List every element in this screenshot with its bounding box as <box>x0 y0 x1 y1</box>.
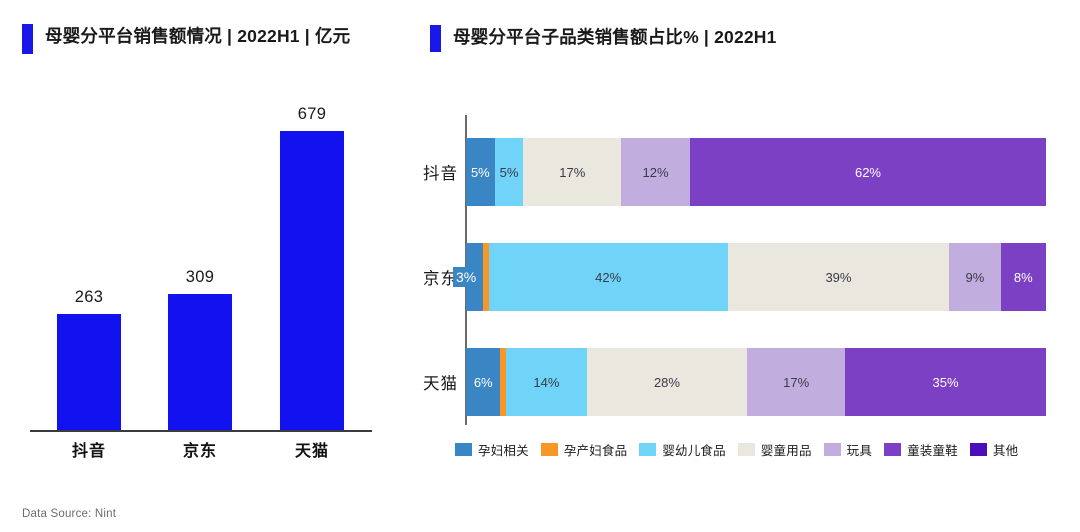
legend-swatch-icon <box>884 443 902 456</box>
segment-value-label: 9% <box>965 269 985 285</box>
category-share-stacked-chart: 抖音 5% 5% 17% 12% 62% 京东 3% 42% 39% 9% 8% 天猫 6% 14% 28% 1… <box>400 110 1080 440</box>
stacked-segment[interactable]: 35% <box>845 348 1046 416</box>
stacked-segment[interactable]: 28% <box>586 348 748 416</box>
legend-swatch-icon <box>969 443 987 456</box>
bar-column: 309 <box>168 268 232 430</box>
bar-rect[interactable] <box>280 131 344 430</box>
stacked-row-label: 京东 <box>423 270 458 288</box>
stacked-segment[interactable]: 5% <box>494 138 524 206</box>
stacked-segment[interactable]: 6% <box>466 348 501 416</box>
legend-item[interactable]: 玩具 <box>823 440 873 459</box>
stacked-segment[interactable]: 3% <box>453 243 484 311</box>
stacked-segment[interactable]: 42% <box>488 243 728 311</box>
legend-item-label: 婴幼儿食品 <box>662 444 726 458</box>
legend-item-label: 孕产妇食品 <box>563 444 628 458</box>
stacked-bar-row: 抖音 5% 5% 17% 12% 62% <box>400 138 1080 206</box>
legend-item-label: 婴童用品 <box>760 444 812 458</box>
bar-chart-plot-area: 263 309 679 <box>30 95 372 430</box>
segment-value-label: 5% <box>499 164 519 180</box>
bar-rect[interactable] <box>168 294 232 430</box>
segment-value-label: 28% <box>653 374 680 390</box>
legend-item[interactable]: 孕妇相关 <box>455 440 529 459</box>
legend-swatch-icon <box>540 443 558 456</box>
stacked-segment[interactable]: 62% <box>689 138 1047 206</box>
stacked-segment[interactable]: 5% <box>466 138 495 206</box>
legend-swatch-icon <box>737 443 755 456</box>
bar-value-label: 679 <box>297 105 327 123</box>
stacked-segment[interactable]: 17% <box>523 138 622 206</box>
bar-rect[interactable] <box>57 314 121 430</box>
stacked-bar: 6% 14% 28% 17% 35% <box>466 348 1046 416</box>
stacked-row-label: 天猫 <box>423 375 458 393</box>
segment-value-label: 3% <box>453 267 480 287</box>
right-chart-title: 母婴分平台子品类销售额占比% | 2022H1 <box>430 25 910 52</box>
segment-value-label: 5% <box>470 164 490 180</box>
segment-value-label: 12% <box>642 164 669 180</box>
stacked-segment[interactable]: 14% <box>506 348 587 416</box>
stacked-segment[interactable]: 17% <box>747 348 845 416</box>
legend-swatch-icon <box>455 443 472 456</box>
title-marker-icon <box>430 25 441 52</box>
stacked-bar-row: 京东 3% 42% 39% 9% 8% <box>400 243 1080 311</box>
chart-legend: 孕妇相关 孕产妇食品 婴幼儿食品 婴童用品 玩具 童装童鞋 其他 <box>455 440 1065 459</box>
segment-value-label: 8% <box>1013 269 1033 285</box>
stacked-segment[interactable]: 9% <box>949 243 1001 311</box>
segment-value-label: 39% <box>825 269 852 285</box>
left-chart-title-text: 母婴分平台销售额情况 | 2022H1 | 亿元 <box>45 26 351 46</box>
legend-item-label: 孕妇相关 <box>478 444 529 458</box>
bar-column: 263 <box>57 288 121 430</box>
left-chart-title: 母婴分平台销售额情况 | 2022H1 | 亿元 <box>22 24 362 54</box>
legend-item[interactable]: 婴童用品 <box>737 440 812 459</box>
legend-item[interactable]: 其他 <box>969 440 1019 459</box>
legend-swatch-icon <box>823 443 841 456</box>
legend-item[interactable]: 婴幼儿食品 <box>639 440 726 459</box>
legend-item-label: 玩具 <box>846 444 873 458</box>
stacked-bar: 3% 42% 39% 9% 8% <box>453 243 1046 311</box>
segment-value-label: 6% <box>473 374 493 390</box>
segment-value-label: 62% <box>854 164 881 180</box>
bar-category-label: 天猫 <box>294 443 329 460</box>
stacked-bar: 5% 5% 17% 12% 62% <box>466 138 1047 206</box>
stacked-segment[interactable] <box>500 348 507 416</box>
right-chart-title-text: 母婴分平台子品类销售额占比% | 2022H1 <box>453 27 777 47</box>
legend-item[interactable]: 孕产妇食品 <box>540 440 628 459</box>
legend-item[interactable]: 童装童鞋 <box>884 440 958 459</box>
legend-swatch-icon <box>639 443 657 456</box>
segment-value-label: 35% <box>932 374 959 390</box>
stacked-row-label: 抖音 <box>423 165 458 183</box>
bar-category-label: 京东 <box>182 443 217 460</box>
title-marker-icon <box>22 24 33 54</box>
stacked-segment[interactable]: 8% <box>1000 243 1046 311</box>
bar-value-label: 263 <box>74 288 104 306</box>
stacked-segment[interactable] <box>483 243 489 311</box>
segment-value-label: 17% <box>559 164 586 180</box>
segment-value-label: 42% <box>595 269 622 285</box>
bar-chart-x-axis <box>30 430 372 432</box>
stacked-bar-row: 天猫 6% 14% 28% 17% 35% <box>400 348 1080 416</box>
legend-item-label: 童装童鞋 <box>907 444 958 458</box>
bar-category-label: 抖音 <box>71 443 106 460</box>
stacked-segment[interactable]: 12% <box>621 138 690 206</box>
sales-bar-chart: 263 309 679 抖音 京东 天猫 <box>0 95 400 475</box>
segment-value-label: 17% <box>783 374 810 390</box>
data-source-label: Data Source: Nint <box>22 508 117 520</box>
stacked-segment[interactable]: 39% <box>727 243 950 311</box>
bar-value-label: 309 <box>185 268 215 286</box>
bar-column: 679 <box>280 105 344 430</box>
legend-item-label: 其他 <box>992 444 1019 458</box>
segment-value-label: 14% <box>533 374 560 390</box>
